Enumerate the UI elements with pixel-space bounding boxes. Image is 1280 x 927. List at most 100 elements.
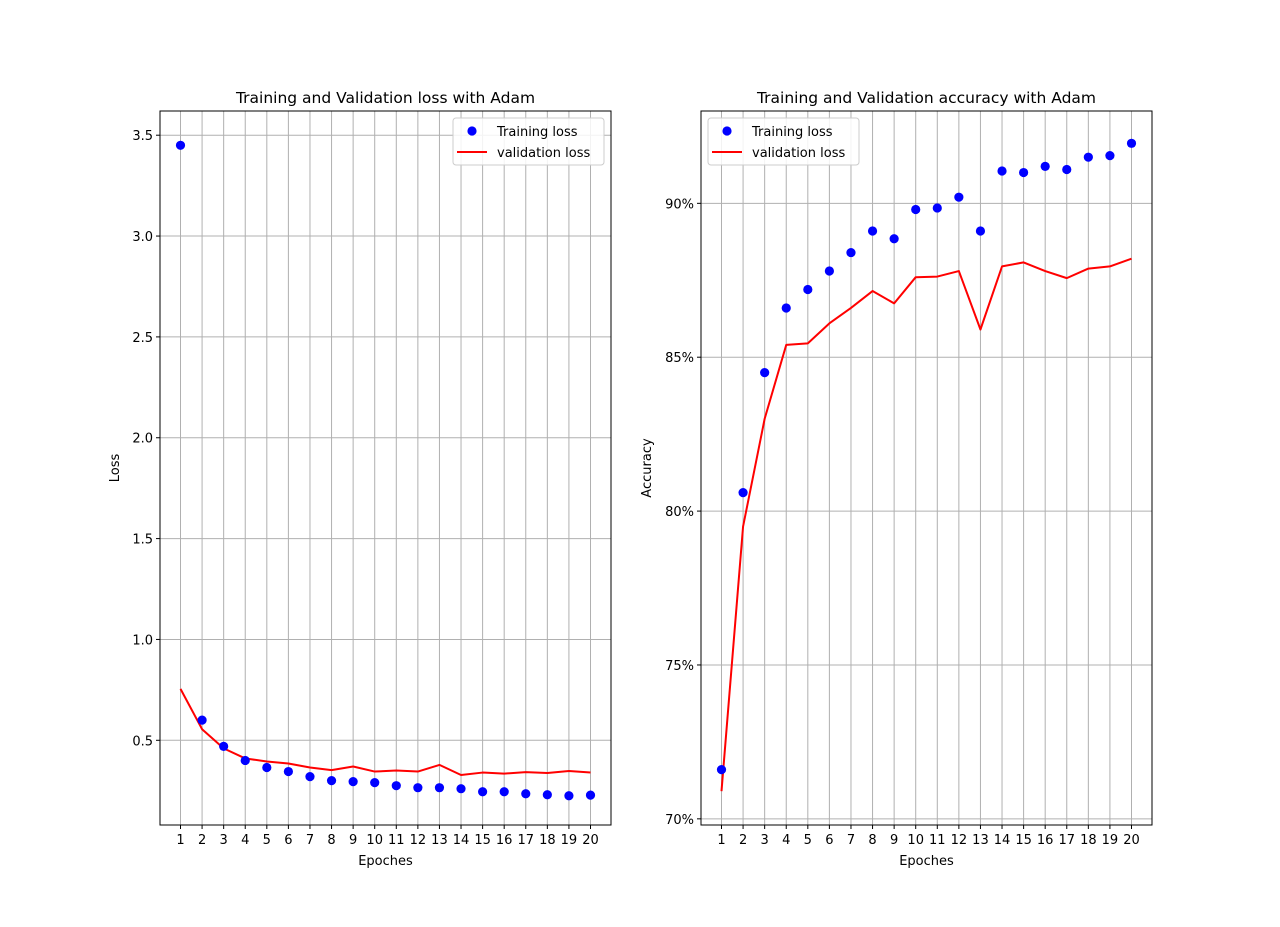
y-tick-label: 80% xyxy=(665,505,694,520)
training-point xyxy=(738,488,748,498)
chart-title: Training and Validation loss with Adam xyxy=(235,89,535,107)
x-tick-label: 15 xyxy=(1015,833,1032,848)
legend: Training loss validation loss xyxy=(452,117,605,166)
x-tick-label: 12 xyxy=(951,833,968,848)
training-point xyxy=(781,303,791,313)
x-tick-label: 13 xyxy=(431,833,448,848)
training-point xyxy=(175,140,186,150)
training-point xyxy=(434,783,445,793)
x-tick-label: 3 xyxy=(220,833,228,848)
training-point xyxy=(262,762,272,773)
x-tick-label: 13 xyxy=(972,833,989,848)
x-tick-label: 9 xyxy=(890,833,898,848)
y-tick-label: 3.0 xyxy=(132,230,153,245)
training-point xyxy=(370,778,380,788)
training-point xyxy=(1040,161,1050,171)
legend-label: validation loss xyxy=(497,146,590,161)
training-point xyxy=(1126,138,1137,148)
y-tick-label: 3.5 xyxy=(132,129,153,144)
y-tick-label: 0.5 xyxy=(132,734,153,749)
x-tick-label: 18 xyxy=(539,833,556,848)
legend: Training loss validation loss xyxy=(707,117,860,166)
training-point xyxy=(911,204,921,215)
x-tick-label: 20 xyxy=(1123,833,1140,848)
legend-label: Training loss xyxy=(496,125,578,140)
y-tick-label: 85% xyxy=(665,351,694,366)
training-point xyxy=(954,192,964,202)
training-point xyxy=(1083,152,1093,162)
y-tick-label: 2.5 xyxy=(132,331,153,346)
x-tick-label: 16 xyxy=(496,833,513,848)
training-point xyxy=(564,791,574,801)
training-point xyxy=(413,783,423,793)
x-tick-label: 7 xyxy=(847,833,855,848)
legend-box xyxy=(452,117,605,166)
y-tick-label: 90% xyxy=(665,197,694,212)
x-tick-label: 5 xyxy=(263,833,271,848)
accuracy-chart: 1 2 3 4 5 6 7 8 9 10 11 12 13 14 15 16 17 18 19 2070%75%80%… xyxy=(640,89,1153,869)
training-point xyxy=(521,789,531,799)
x-tick-label: 8 xyxy=(327,833,335,848)
x-tick-label: 6 xyxy=(825,833,833,848)
legend-label: Training loss xyxy=(751,125,833,140)
training-point xyxy=(240,755,250,766)
x-tick-label: 11 xyxy=(929,833,946,848)
x-tick-label: 10 xyxy=(366,833,383,848)
legend-box xyxy=(707,117,860,166)
x-tick-label: 14 xyxy=(453,833,470,848)
training-point xyxy=(760,367,770,378)
training-point xyxy=(803,284,813,295)
training-point xyxy=(499,787,509,797)
y-tick-label: 75% xyxy=(665,659,694,674)
training-point xyxy=(456,784,466,794)
training-point xyxy=(846,247,856,258)
training-point xyxy=(1105,151,1115,161)
x-tick-label: 4 xyxy=(241,833,249,848)
chart-title: Training and Validation accuracy with Ad… xyxy=(756,89,1096,107)
x-tick-label: 1 xyxy=(717,833,725,848)
training-point xyxy=(478,787,488,797)
x-tick-label: 5 xyxy=(804,833,812,848)
x-tick-label: 17 xyxy=(517,833,534,848)
x-tick-label: 19 xyxy=(561,833,578,848)
plot-frame xyxy=(159,110,612,826)
x-tick-label: 8 xyxy=(868,833,876,848)
y-tick-label: 1.0 xyxy=(132,633,153,648)
training-point xyxy=(1019,167,1029,178)
x-tick-label: 9 xyxy=(349,833,357,848)
x-tick-label: 18 xyxy=(1080,833,1097,848)
x-tick-label: 19 xyxy=(1102,833,1119,848)
training-point xyxy=(305,771,315,782)
x-tick-label: 16 xyxy=(1037,833,1054,848)
x-tick-label: 10 xyxy=(907,833,924,848)
x-tick-label: 20 xyxy=(582,833,599,848)
training-point xyxy=(975,226,986,236)
x-tick-label: 4 xyxy=(782,833,790,848)
training-point xyxy=(197,715,207,725)
y-axis-title: Accuracy xyxy=(640,438,655,498)
training-point xyxy=(219,741,229,751)
x-tick-label: 12 xyxy=(410,833,427,848)
validation-loss-line xyxy=(720,257,1132,792)
training-point xyxy=(932,203,942,213)
y-tick-label: 2.0 xyxy=(132,432,153,447)
x-tick-label: 15 xyxy=(474,833,491,848)
training-point xyxy=(326,776,337,786)
x-tick-label: 6 xyxy=(284,833,292,848)
training-point xyxy=(997,166,1007,176)
training-point xyxy=(585,790,596,800)
x-tick-label: 3 xyxy=(761,833,769,848)
x-tick-label: 2 xyxy=(198,833,206,848)
training-point xyxy=(716,765,727,775)
x-axis-title: Epoches xyxy=(899,854,954,869)
loss-chart: 1 2 3 4 5 6 7 8 9 10 11 12 13 14 15 16 17 18 19 200.51.01.5… xyxy=(108,89,612,869)
y-tick-label: 70% xyxy=(665,813,694,828)
x-axis-title: Epoches xyxy=(358,854,413,869)
x-tick-label: 2 xyxy=(739,833,747,848)
training-point xyxy=(391,781,401,791)
x-tick-label: 1 xyxy=(176,833,184,848)
legend-marker xyxy=(722,126,732,136)
training-point xyxy=(889,234,899,244)
training-point xyxy=(542,790,552,800)
